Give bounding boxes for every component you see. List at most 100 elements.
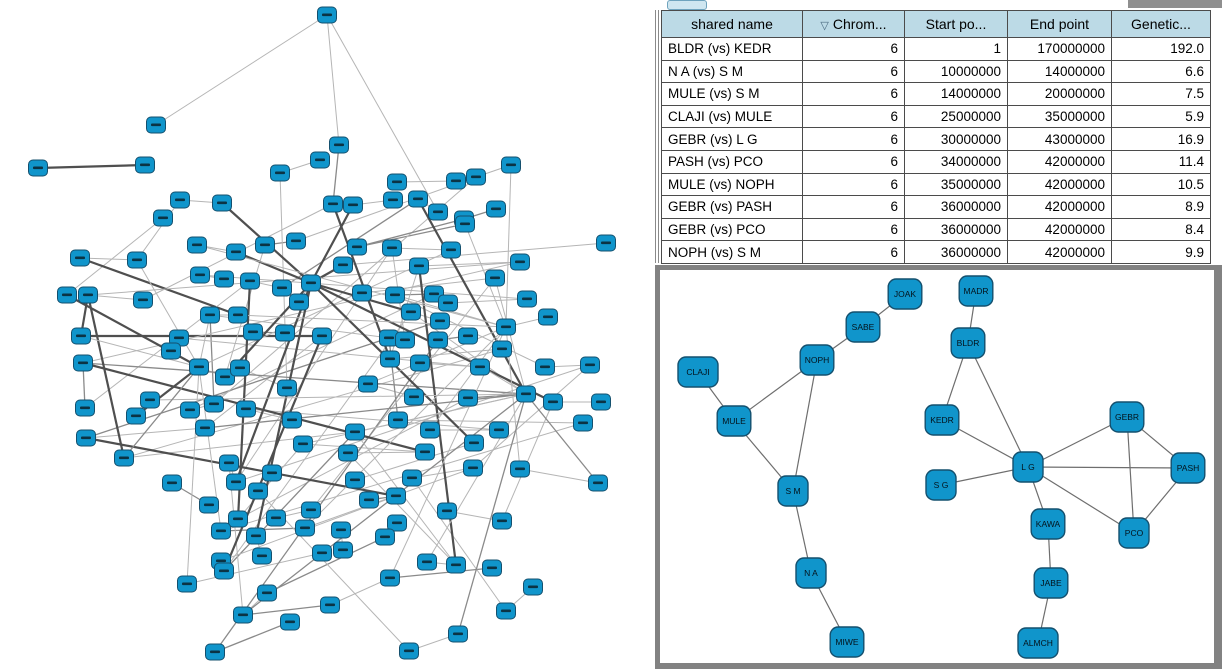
table-row[interactable]: MULE (vs) S M 6 14000000 20000000 7.5 xyxy=(661,82,1211,106)
graph-edge[interactable] xyxy=(310,204,354,284)
graph-edge[interactable] xyxy=(417,198,527,395)
graph-edge[interactable] xyxy=(237,314,507,328)
graph-edge[interactable] xyxy=(223,431,356,572)
graph-edge[interactable] xyxy=(354,442,475,481)
graph-edge[interactable] xyxy=(792,359,818,492)
column-header-chromosome[interactable]: ▽ Chrom... xyxy=(802,10,905,38)
network-node[interactable] xyxy=(1033,567,1069,599)
graph-edge[interactable] xyxy=(302,443,426,453)
graph-edge[interactable] xyxy=(418,261,521,267)
main-network-view[interactable] xyxy=(0,0,648,669)
subnetwork-view[interactable]: JOAK SABE NOPH CLAJI MULE S M N A MIWE MADR BLDR K… xyxy=(655,265,1222,669)
graph-edge[interactable] xyxy=(214,621,291,653)
network-node[interactable] xyxy=(799,344,835,376)
graph-edge[interactable] xyxy=(85,427,206,439)
graph-edge[interactable] xyxy=(356,223,466,248)
graph-edge[interactable] xyxy=(361,277,496,294)
graph-edge[interactable] xyxy=(242,604,331,616)
table-row[interactable]: NOPH (vs) S M 6 36000000 42000000 9.9 xyxy=(661,240,1211,264)
graph-edge[interactable] xyxy=(519,468,599,484)
graph-edge[interactable] xyxy=(209,314,215,405)
graph-edge[interactable] xyxy=(302,393,527,445)
graph-edge[interactable] xyxy=(295,176,477,242)
graph-edge[interactable] xyxy=(347,451,426,454)
network-node[interactable] xyxy=(950,327,986,359)
graph-edge[interactable] xyxy=(204,335,323,429)
graph-edge[interactable] xyxy=(426,393,527,563)
graph-edge[interactable] xyxy=(136,199,181,261)
graph-edge[interactable] xyxy=(235,250,312,285)
network-node[interactable] xyxy=(829,626,865,658)
graph-edge[interactable] xyxy=(1027,466,1189,469)
graph-edge[interactable] xyxy=(494,277,527,395)
network-node[interactable] xyxy=(777,475,809,507)
panel-tab-stub[interactable] xyxy=(667,0,707,10)
graph-edge[interactable] xyxy=(66,217,164,296)
subnetwork-canvas[interactable]: JOAK SABE NOPH CLAJI MULE S M N A MIWE MADR BLDR K… xyxy=(660,270,1214,663)
graph-edge[interactable] xyxy=(505,164,512,328)
graph-edge[interactable] xyxy=(86,294,126,459)
network-node[interactable] xyxy=(1170,452,1206,484)
network-node[interactable] xyxy=(1012,451,1044,483)
main-network-canvas[interactable] xyxy=(0,0,648,669)
graph-edge[interactable] xyxy=(411,477,507,612)
network-node[interactable] xyxy=(677,356,719,388)
column-header-start-position[interactable]: Start po... xyxy=(904,10,1008,38)
filter-funnel-icon[interactable]: ▽ xyxy=(820,20,829,32)
graph-edge[interactable] xyxy=(310,277,496,511)
graph-edge[interactable] xyxy=(214,339,439,653)
graph-edge[interactable] xyxy=(332,144,340,205)
graph-edge[interactable] xyxy=(82,261,521,364)
table-row[interactable]: GEBR (vs) L G 6 30000000 43000000 16.9 xyxy=(661,127,1211,151)
graph-edge[interactable] xyxy=(356,218,465,248)
graph-edge[interactable] xyxy=(242,393,527,616)
network-node[interactable] xyxy=(1030,508,1066,540)
network-node[interactable] xyxy=(958,275,994,307)
network-node[interactable] xyxy=(845,311,881,343)
column-header-shared-name[interactable]: shared name xyxy=(661,10,803,38)
table-row[interactable]: BLDR (vs) KEDR 6 1 170000000 192.0 xyxy=(661,37,1211,61)
graph-edge[interactable] xyxy=(123,348,503,459)
network-node[interactable] xyxy=(795,557,827,589)
graph-edge[interactable] xyxy=(326,14,439,213)
graph-edge[interactable] xyxy=(235,364,591,483)
network-node[interactable] xyxy=(925,469,957,501)
graph-edge[interactable] xyxy=(447,298,528,304)
graph-edge[interactable] xyxy=(457,393,527,635)
network-node[interactable] xyxy=(887,278,923,310)
network-node[interactable] xyxy=(1017,627,1059,659)
graph-edge[interactable] xyxy=(196,244,507,328)
graph-edge[interactable] xyxy=(367,326,507,385)
table-row[interactable]: GEBR (vs) PCO 6 36000000 42000000 8.4 xyxy=(661,217,1211,242)
graph-edge[interactable] xyxy=(389,348,503,360)
graph-edge[interactable] xyxy=(186,552,323,585)
graph-edge[interactable] xyxy=(389,567,493,579)
graph-edge[interactable] xyxy=(1027,466,1135,534)
graph-edge[interactable] xyxy=(326,14,340,146)
graph-edge[interactable] xyxy=(155,14,328,126)
network-node[interactable] xyxy=(716,405,752,437)
graph-edge[interactable] xyxy=(342,242,607,266)
network-node[interactable] xyxy=(924,404,960,436)
column-header-end-point[interactable]: End point xyxy=(1007,10,1112,38)
scrollbar-stub[interactable] xyxy=(1128,0,1222,8)
graph-edge[interactable] xyxy=(347,452,457,566)
table-row[interactable]: MULE (vs) NOPH 6 35000000 42000000 10.5 xyxy=(661,172,1211,197)
table-row[interactable]: CLAJI (vs) MULE 6 25000000 35000000 5.9 xyxy=(661,104,1211,129)
table-row[interactable]: PASH (vs) PCO 6 34000000 42000000 11.4 xyxy=(661,149,1211,174)
graph-edge[interactable] xyxy=(411,467,474,479)
graph-edge[interactable] xyxy=(525,393,599,484)
network-node[interactable] xyxy=(1118,517,1150,549)
graph-edge[interactable] xyxy=(136,259,200,368)
graph-edge[interactable] xyxy=(198,314,211,368)
graph-edge[interactable] xyxy=(79,256,239,317)
graph-edge[interactable] xyxy=(266,536,386,594)
graph-edge[interactable] xyxy=(123,366,200,459)
column-header-genetic[interactable]: Genetic... xyxy=(1111,10,1211,38)
graph-edge[interactable] xyxy=(37,163,146,170)
table-row[interactable]: GEBR (vs) PASH 6 36000000 42000000 8.9 xyxy=(661,195,1211,219)
network-node[interactable] xyxy=(1109,401,1145,433)
graph-edge[interactable] xyxy=(329,577,391,606)
graph-edge[interactable] xyxy=(123,431,356,459)
graph-edge[interactable] xyxy=(1126,416,1135,534)
